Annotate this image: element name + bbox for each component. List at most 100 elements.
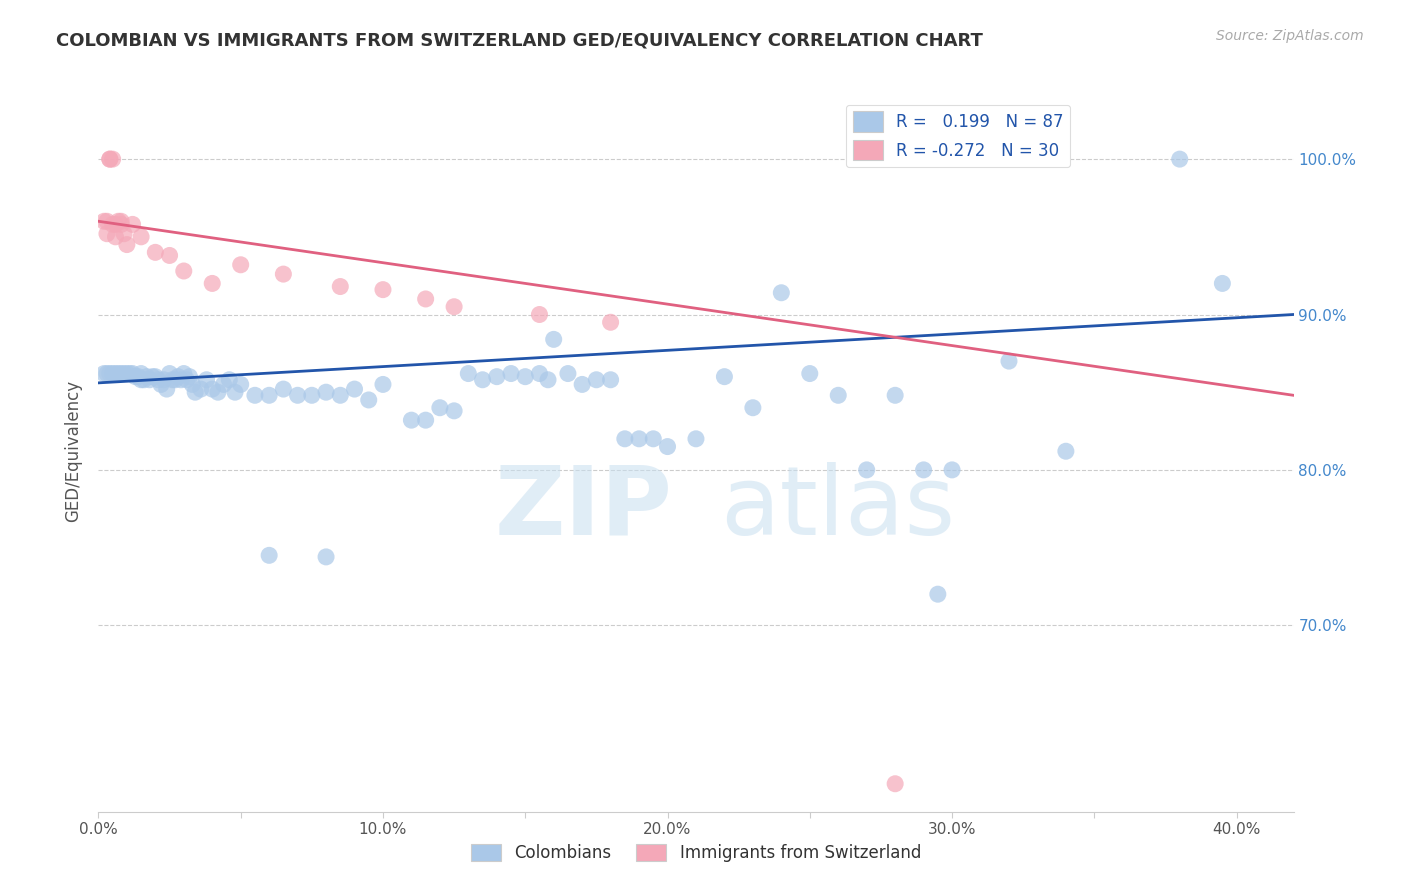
Point xyxy=(257,549,280,563)
Point xyxy=(998,354,1021,368)
Point xyxy=(98,367,121,381)
Point xyxy=(537,373,560,387)
Point xyxy=(121,218,143,232)
Point xyxy=(599,315,621,329)
Point xyxy=(153,373,176,387)
Point xyxy=(124,369,146,384)
Point xyxy=(557,367,579,381)
Point xyxy=(471,373,494,387)
Point xyxy=(138,373,160,387)
Point xyxy=(343,382,366,396)
Point xyxy=(112,367,135,381)
Point xyxy=(110,367,132,381)
Point xyxy=(229,258,252,272)
Point xyxy=(104,229,127,244)
Text: ZIP: ZIP xyxy=(494,462,672,555)
Point xyxy=(585,373,607,387)
Point xyxy=(121,367,143,381)
Point xyxy=(156,382,179,396)
Point xyxy=(165,373,187,387)
Point xyxy=(96,214,118,228)
Point xyxy=(98,152,121,166)
Point xyxy=(401,413,423,427)
Point xyxy=(855,463,877,477)
Point xyxy=(107,214,129,228)
Point xyxy=(912,463,935,477)
Point xyxy=(243,388,266,402)
Point xyxy=(212,377,235,392)
Point xyxy=(143,245,166,260)
Point xyxy=(150,377,173,392)
Point xyxy=(329,388,352,402)
Point xyxy=(190,382,212,396)
Point xyxy=(884,388,907,402)
Text: atlas: atlas xyxy=(720,462,955,555)
Point xyxy=(628,432,651,446)
Point xyxy=(218,373,240,387)
Point xyxy=(115,237,138,252)
Point xyxy=(415,413,437,427)
Point xyxy=(1211,277,1233,291)
Point xyxy=(148,373,170,387)
Point xyxy=(110,218,132,232)
Point xyxy=(132,373,155,387)
Point xyxy=(499,367,522,381)
Point xyxy=(170,373,193,387)
Point xyxy=(159,367,181,381)
Y-axis label: GED/Equivalency: GED/Equivalency xyxy=(65,379,83,522)
Point xyxy=(529,367,551,381)
Point xyxy=(1054,444,1077,458)
Point xyxy=(371,283,394,297)
Point xyxy=(127,369,149,384)
Point xyxy=(129,367,152,381)
Point xyxy=(101,367,124,381)
Point xyxy=(770,285,793,300)
Point xyxy=(207,385,229,400)
Point xyxy=(173,367,195,381)
Point xyxy=(457,367,479,381)
Point xyxy=(515,369,537,384)
Point xyxy=(685,432,707,446)
Point xyxy=(93,367,115,381)
Point xyxy=(112,227,135,241)
Point xyxy=(104,367,127,381)
Point xyxy=(93,214,115,228)
Point xyxy=(599,373,621,387)
Legend: Colombians, Immigrants from Switzerland: Colombians, Immigrants from Switzerland xyxy=(464,837,928,869)
Point xyxy=(315,385,337,400)
Point xyxy=(96,227,118,241)
Point xyxy=(969,152,991,166)
Point xyxy=(357,392,380,407)
Point xyxy=(179,369,201,384)
Point xyxy=(301,388,323,402)
Point xyxy=(115,367,138,381)
Point xyxy=(229,377,252,392)
Point xyxy=(104,218,127,232)
Text: COLOMBIAN VS IMMIGRANTS FROM SWITZERLAND GED/EQUIVALENCY CORRELATION CHART: COLOMBIAN VS IMMIGRANTS FROM SWITZERLAND… xyxy=(56,31,983,49)
Point xyxy=(884,777,907,791)
Point xyxy=(201,277,224,291)
Point xyxy=(485,369,508,384)
Point xyxy=(167,369,190,384)
Point xyxy=(371,377,394,392)
Point xyxy=(129,373,152,387)
Point xyxy=(96,367,118,381)
Point xyxy=(741,401,763,415)
Point xyxy=(287,388,309,402)
Point xyxy=(927,587,949,601)
Point xyxy=(129,229,152,244)
Point xyxy=(827,388,849,402)
Point xyxy=(110,214,132,228)
Point xyxy=(543,332,565,346)
Point xyxy=(201,382,224,396)
Point xyxy=(657,440,679,454)
Point xyxy=(273,382,295,396)
Point xyxy=(173,264,195,278)
Point xyxy=(98,152,121,166)
Point xyxy=(315,549,337,564)
Point xyxy=(799,367,821,381)
Point xyxy=(135,369,157,384)
Point xyxy=(181,377,204,392)
Point xyxy=(1168,152,1191,166)
Point xyxy=(443,300,465,314)
